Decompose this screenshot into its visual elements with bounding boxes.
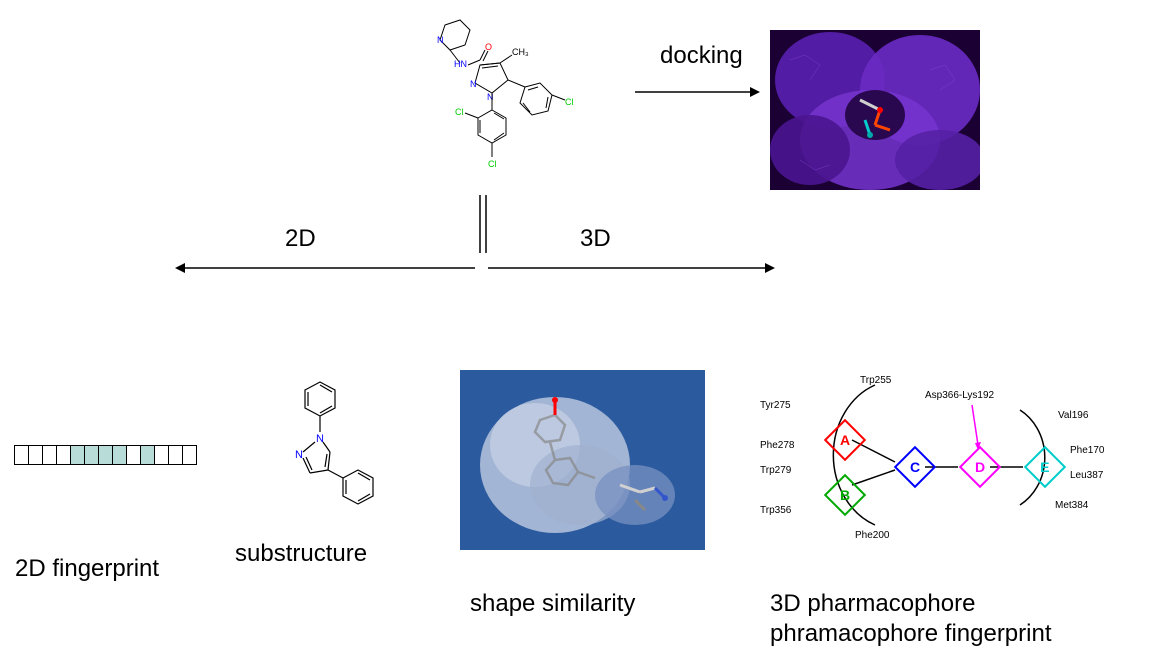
residue-label: Leu387 bbox=[1070, 470, 1103, 481]
shape-similarity-label: shape similarity bbox=[470, 590, 635, 618]
svg-text:HN: HN bbox=[454, 59, 467, 69]
substructure-label: substructure bbox=[235, 540, 367, 568]
fingerprint-2d bbox=[15, 445, 197, 465]
docking-arrow bbox=[635, 82, 760, 102]
svg-text:Cl: Cl bbox=[455, 107, 464, 117]
fingerprint-cell bbox=[126, 445, 141, 465]
label-3d: 3D bbox=[580, 225, 611, 253]
svg-text:Cl: Cl bbox=[488, 159, 497, 169]
fingerprint-cell bbox=[28, 445, 43, 465]
shape-similarity-visualization bbox=[460, 370, 705, 550]
label-2d: 2D bbox=[285, 225, 316, 253]
pharm-node-d: D bbox=[975, 459, 985, 475]
pharmacophore-diagram: A B C D E Trp255 Tyr275 Phe278 Trp279 Trp356… bbox=[760, 370, 1110, 550]
vertical-connector bbox=[474, 195, 494, 255]
pharmacophore-3d-label: 3D pharmacophore bbox=[770, 590, 975, 618]
fingerprint-cell bbox=[70, 445, 85, 465]
fingerprint-cell bbox=[140, 445, 155, 465]
residue-label: Phe170 bbox=[1070, 445, 1104, 456]
residue-label: Asp366-Lys192 bbox=[925, 390, 994, 401]
fingerprint-cell bbox=[56, 445, 71, 465]
pharm-node-b: B bbox=[840, 487, 850, 503]
svg-text:N: N bbox=[437, 35, 444, 45]
svg-text:N: N bbox=[295, 449, 303, 461]
svg-text:O: O bbox=[485, 42, 492, 52]
molecule-structure-top: N HN O N N CH₃ Cl bbox=[420, 15, 620, 190]
substructure-molecule: N N bbox=[265, 370, 425, 510]
svg-text:N: N bbox=[316, 433, 324, 445]
fingerprint-label: 2D fingerprint bbox=[15, 555, 159, 583]
fingerprint-cell bbox=[84, 445, 99, 465]
residue-label: Trp255 bbox=[860, 375, 891, 386]
residue-label: Trp356 bbox=[760, 505, 791, 516]
fingerprint-cell bbox=[182, 445, 197, 465]
branch-arrows bbox=[175, 258, 775, 278]
svg-text:N: N bbox=[487, 92, 494, 102]
residue-label: Met384 bbox=[1055, 500, 1088, 511]
residue-label: Tyr275 bbox=[760, 400, 791, 411]
svg-text:Cl: Cl bbox=[565, 97, 574, 107]
pharm-node-e: E bbox=[1040, 459, 1049, 475]
pharm-node-c: C bbox=[910, 459, 920, 475]
residue-label: Phe278 bbox=[760, 440, 794, 451]
residue-label: Trp279 bbox=[760, 465, 791, 476]
fingerprint-cell bbox=[168, 445, 183, 465]
docking-label: docking bbox=[660, 42, 743, 70]
pharm-node-a: A bbox=[840, 432, 850, 448]
svg-text:CH₃: CH₃ bbox=[512, 47, 529, 57]
residue-label: Val196 bbox=[1058, 410, 1088, 421]
pharmacophore-fp-label: phramacophore fingerprint bbox=[770, 620, 1052, 648]
residue-label: Phe200 bbox=[855, 530, 889, 541]
fingerprint-cell bbox=[112, 445, 127, 465]
fingerprint-cell bbox=[154, 445, 169, 465]
fingerprint-cell bbox=[98, 445, 113, 465]
fingerprint-cell bbox=[42, 445, 57, 465]
svg-text:N: N bbox=[470, 79, 477, 89]
docking-visualization bbox=[770, 30, 980, 190]
fingerprint-cell bbox=[14, 445, 29, 465]
